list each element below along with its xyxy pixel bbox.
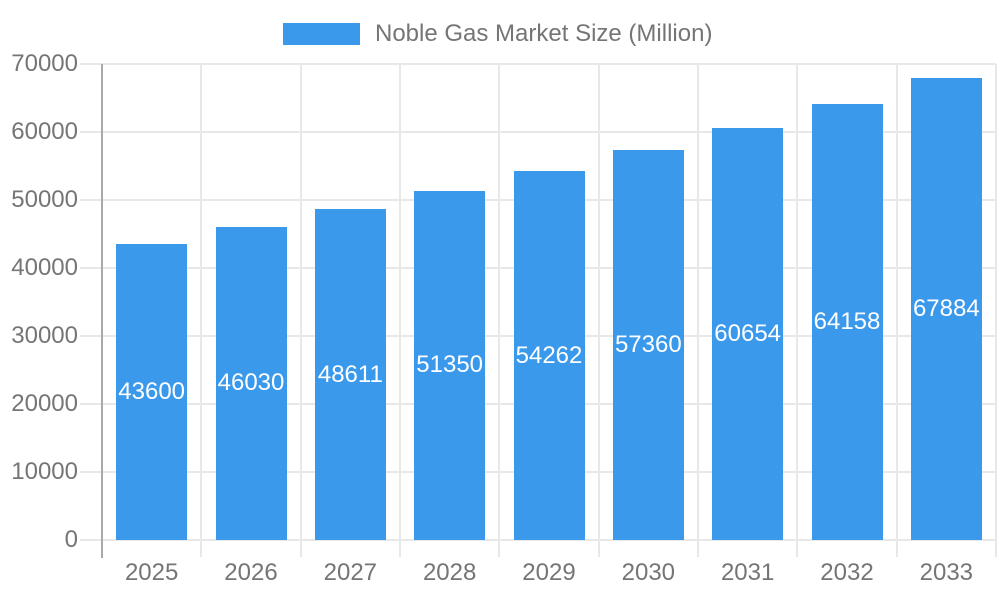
bar-value-label: 51350 (416, 351, 484, 379)
x-axis-tick-label: 2032 (820, 559, 874, 586)
bar-value-label: 43600 (118, 377, 186, 405)
bar-value-label: 60654 (714, 319, 782, 347)
x-axis-tick-label: 2026 (224, 559, 278, 586)
bar-value-label: 46030 (217, 369, 285, 397)
x-axis-tick-label: 2025 (124, 559, 179, 586)
x-axis-tick-label: 2031 (720, 559, 775, 586)
x-gridline (796, 64, 799, 557)
legend-swatch-icon (283, 23, 360, 45)
x-axis-tick-label: 2030 (621, 559, 676, 586)
x-axis-tick-label: 2033 (919, 559, 974, 586)
x-axis-tick-label: 2027 (323, 559, 378, 586)
y-axis-tick-label: 30000 (11, 322, 78, 349)
y-axis-tick-label: 20000 (11, 390, 78, 417)
x-gridline (597, 64, 600, 557)
bar-2032: 64158 (811, 103, 883, 540)
bar-2029: 54262 (513, 171, 585, 540)
bar-2030: 57360 (612, 149, 684, 540)
x-gridline (399, 64, 401, 557)
bar-value-label: 64158 (813, 307, 881, 335)
bar-value-label: 48611 (317, 360, 383, 388)
y-axis-tick-label: 50000 (11, 186, 78, 213)
bar-2031: 60654 (712, 127, 784, 540)
x-gridline (895, 64, 898, 557)
x-gridline (995, 64, 997, 557)
x-gridline (299, 64, 302, 557)
bar-value-label: 54262 (515, 341, 583, 369)
bar-2026: 46030 (215, 226, 287, 540)
bar-2033: 67884 (910, 78, 982, 540)
x-gridline (498, 64, 501, 557)
y-gridline (80, 539, 996, 541)
x-axis-tick-label: 2028 (422, 559, 477, 586)
y-axis-tick-label: 10000 (11, 458, 78, 485)
legend-item[interactable]: Noble Gas Market Size (Million) (283, 21, 712, 47)
y-gridline (80, 63, 996, 65)
x-gridline (200, 64, 203, 557)
y-axis-tick-label: 0 (64, 526, 78, 553)
bar-2028: 51350 (414, 190, 486, 540)
bar-value-label: 67884 (912, 295, 980, 323)
y-axis-tick-label: 40000 (11, 254, 78, 281)
bar-value-label: 57360 (614, 330, 682, 358)
y-axis-tick-label: 60000 (11, 118, 78, 145)
x-axis-tick-label: 2029 (522, 559, 576, 586)
bar-2025: 43600 (116, 243, 188, 540)
bar-2027: 48611 (314, 209, 386, 540)
x-gridline (697, 64, 699, 557)
y-axis-tick-label: 70000 (11, 50, 78, 77)
legend-label: Noble Gas Market Size (Million) (375, 20, 713, 47)
y-gridline (80, 131, 996, 133)
y-axis-line (101, 64, 103, 558)
